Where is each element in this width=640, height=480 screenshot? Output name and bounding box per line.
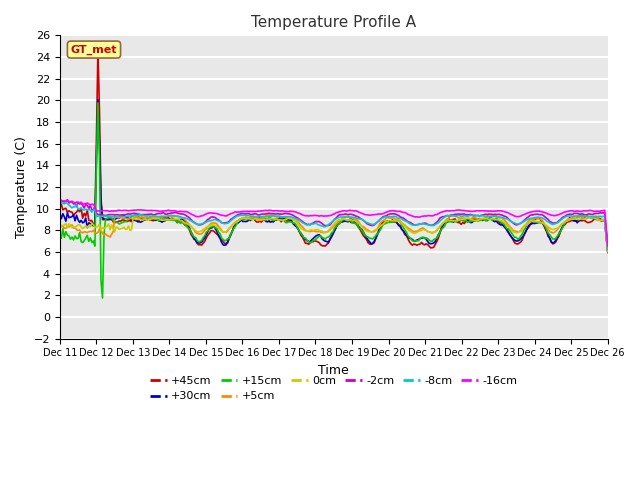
+15cm (604, 248, 612, 254)
+15cm (94, 100, 102, 106)
+5cm (575, 215, 582, 220)
+5cm (485, 212, 493, 217)
-2cm (239, 211, 247, 216)
+15cm (56, 233, 63, 239)
-16cm (248, 209, 256, 215)
-8cm (56, 202, 63, 208)
+15cm (126, 216, 134, 221)
+5cm (237, 216, 245, 221)
0cm (604, 249, 612, 254)
-2cm (575, 211, 582, 217)
+30cm (297, 230, 305, 236)
-16cm (575, 208, 582, 214)
Line: -8cm: -8cm (60, 202, 608, 250)
+45cm (56, 204, 63, 210)
+45cm (575, 217, 582, 223)
-8cm (248, 213, 256, 219)
+5cm (56, 221, 63, 227)
+45cm (297, 232, 305, 238)
+30cm (56, 210, 63, 216)
Legend: +45cm, +30cm, +15cm, +5cm, 0cm, -2cm, -8cm, -16cm: +45cm, +30cm, +15cm, +5cm, 0cm, -2cm, -8… (146, 372, 522, 406)
+30cm (248, 216, 256, 221)
+15cm (299, 232, 307, 238)
+45cm (604, 250, 612, 255)
Line: -2cm: -2cm (60, 200, 608, 248)
0cm (586, 214, 593, 220)
+30cm (125, 215, 132, 221)
Line: +5cm: +5cm (60, 215, 608, 252)
-16cm (297, 211, 305, 217)
-2cm (63, 197, 71, 203)
+45cm (94, 47, 102, 53)
+45cm (125, 218, 132, 224)
-8cm (221, 221, 228, 227)
+15cm (250, 215, 257, 220)
-8cm (604, 247, 612, 252)
+5cm (247, 214, 255, 220)
Line: -16cm: -16cm (60, 200, 608, 246)
-16cm (604, 243, 612, 249)
Title: Temperature Profile A: Temperature Profile A (252, 15, 417, 30)
+5cm (123, 216, 131, 222)
-2cm (297, 217, 305, 223)
-2cm (604, 245, 612, 251)
-16cm (221, 213, 228, 218)
-2cm (125, 211, 132, 216)
+15cm (99, 295, 106, 301)
+15cm (241, 216, 248, 222)
+15cm (222, 237, 230, 243)
+30cm (604, 249, 612, 254)
-8cm (297, 218, 305, 224)
0cm (56, 221, 63, 227)
+5cm (220, 229, 227, 235)
+30cm (239, 219, 247, 225)
0cm (247, 216, 255, 222)
Line: 0cm: 0cm (60, 217, 608, 252)
Line: +15cm: +15cm (60, 103, 608, 298)
-8cm (58, 199, 65, 205)
-8cm (239, 213, 247, 218)
+45cm (239, 216, 247, 221)
+5cm (296, 221, 303, 227)
+45cm (221, 240, 228, 246)
Line: +45cm: +45cm (60, 50, 608, 252)
+30cm (94, 96, 102, 102)
Line: +30cm: +30cm (60, 99, 608, 252)
-16cm (125, 208, 132, 214)
-16cm (56, 197, 63, 203)
0cm (220, 228, 227, 234)
+30cm (575, 218, 582, 224)
-16cm (239, 208, 247, 214)
+15cm (577, 213, 584, 219)
Y-axis label: Temperature (C): Temperature (C) (15, 136, 28, 238)
-2cm (221, 220, 228, 226)
+45cm (248, 216, 256, 222)
-8cm (125, 213, 132, 219)
+5cm (604, 249, 612, 255)
0cm (123, 226, 131, 232)
+30cm (221, 242, 228, 248)
-2cm (56, 197, 63, 203)
X-axis label: Time: Time (318, 364, 349, 377)
0cm (573, 216, 581, 222)
-2cm (248, 212, 256, 217)
-8cm (575, 213, 582, 219)
0cm (296, 223, 303, 229)
Text: GT_met: GT_met (71, 45, 117, 55)
0cm (237, 216, 245, 221)
-16cm (58, 197, 65, 203)
